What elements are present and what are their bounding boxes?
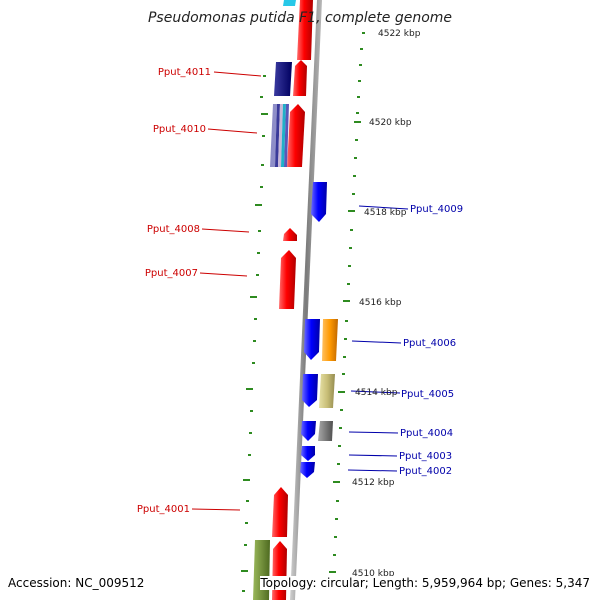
scale-label: 4522 kbp (378, 29, 421, 39)
gene-block-top-cyan (283, 0, 296, 6)
scale-labels: 4522 kbp 4520 kbp 4518 kbp 4516 kbp 4514… (352, 29, 421, 579)
gene-label-pput-4008[interactable]: Pput_4008 (147, 224, 200, 235)
gene-label-pput-4002[interactable]: Pput_4002 (399, 466, 452, 477)
gene-labels: Pput_4011 Pput_4010 Pput_4009 Pput_4008 … (137, 67, 463, 515)
gene-arrow-pput-4011 (293, 60, 307, 96)
gene-label-pput-4004[interactable]: Pput_4004 (400, 428, 453, 439)
genome-backbone (290, 0, 322, 600)
scale-label: 4512 kbp (352, 478, 395, 488)
scale-label: 4514 kbp (355, 388, 398, 398)
gene-block-bottom-olive (253, 540, 270, 600)
gene-label-pput-4005[interactable]: Pput_4005 (401, 389, 454, 400)
gene-arrow-pput-4010 (287, 104, 305, 167)
scale-label: 4510 kbp (352, 569, 395, 579)
forward-genes (253, 0, 313, 600)
gene-label-pput-4003[interactable]: Pput_4003 (399, 451, 452, 462)
gene-block-pput-4004-gray (318, 421, 333, 441)
gene-arrow-pput-4008 (283, 228, 297, 241)
accession-text: Accession: NC_009512 (8, 576, 145, 590)
inner-tick-ring (241, 75, 268, 592)
label-leader-lines (191, 71, 409, 511)
gene-label-pput-4011[interactable]: Pput_4011 (158, 67, 211, 78)
gene-arrow-pput-4004 (301, 421, 316, 441)
gene-arrow-pput-4009 (311, 182, 327, 222)
gene-block-pput-4005-khaki (319, 374, 335, 408)
gene-arrow-pput-4005 (302, 374, 318, 407)
gene-arrow-pput-4007 (279, 250, 296, 309)
outer-tick-ring (329, 32, 365, 573)
reverse-genes (300, 182, 338, 478)
gene-block-pput-4006-orange (322, 319, 338, 361)
scale-label: 4516 kbp (359, 298, 402, 308)
gene-block-pput-4010-multicolor (270, 104, 289, 167)
gene-label-pput-4006[interactable]: Pput_4006 (403, 338, 456, 349)
gene-label-pput-4001[interactable]: Pput_4001 (137, 504, 190, 515)
gene-arrow-top-forward (297, 0, 313, 60)
gene-arrow-pput-4002 (300, 462, 315, 478)
gene-label-pput-4009[interactable]: Pput_4009 (410, 204, 463, 215)
gene-arrow-pput-4003 (301, 446, 315, 461)
gene-label-pput-4007[interactable]: Pput_4007 (145, 268, 198, 279)
map-title: Pseudomonas putida F1, complete genome (147, 10, 453, 26)
gene-block-pput-4011-navy (274, 62, 292, 96)
gene-label-pput-4010[interactable]: Pput_4010 (153, 124, 206, 135)
gene-arrow-pput-4006 (304, 319, 320, 360)
topology-text: Topology: circular; Length: 5,959,964 bp… (260, 576, 590, 590)
scale-label: 4518 kbp (364, 208, 407, 218)
gene-arrow-pput-4001 (272, 487, 288, 537)
scale-label: 4520 kbp (369, 118, 412, 128)
gene-arrow-bottom-forward (272, 541, 287, 600)
